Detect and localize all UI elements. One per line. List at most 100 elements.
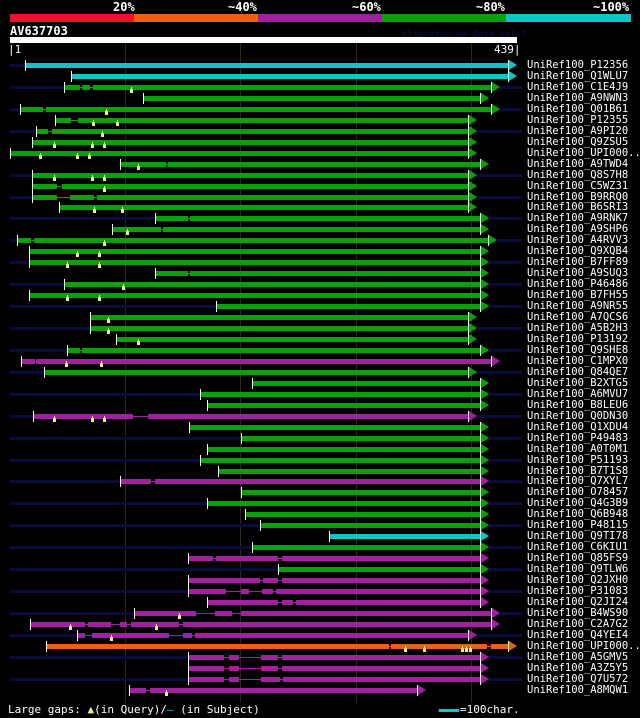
hit-row[interactable]: UniRef100_Q9XQB4 xyxy=(0,245,640,258)
hit-row[interactable]: UniRef100_B6SRI3 xyxy=(0,201,640,214)
hit-row[interactable]: UniRef100_A9TWD4 xyxy=(0,157,640,170)
hit-row[interactable]: UniRef100_Q0DN30 xyxy=(0,409,640,422)
hit-row[interactable]: UniRef100_P49483 xyxy=(0,431,640,444)
hit-label[interactable]: UniRef100_A8MQW1 xyxy=(527,683,629,696)
hit-label[interactable]: UniRef100_UPI000.. xyxy=(527,146,640,159)
hit-label[interactable]: UniRef100_A4RVV3 xyxy=(527,234,629,247)
hit-label[interactable]: UniRef100_P48115 xyxy=(527,519,629,532)
hit-row[interactable]: UniRef100_B7FH55 xyxy=(0,289,640,302)
hit-row[interactable]: UniRef100_Q7U572 xyxy=(0,672,640,685)
hit-row[interactable]: UniRef100_A9NR55 xyxy=(0,300,640,313)
hit-label[interactable]: UniRef100_Q9TI78 xyxy=(527,530,629,543)
hit-label[interactable]: UniRef100_O78457 xyxy=(527,486,629,499)
hit-row[interactable]: UniRef100_B7FF89 xyxy=(0,256,640,269)
hit-label[interactable]: UniRef100_C1E4J9 xyxy=(527,80,629,93)
hit-label[interactable]: UniRef100_Q85FS9 xyxy=(527,552,629,565)
hit-label[interactable]: UniRef100_C6KIU1 xyxy=(527,541,629,554)
hit-row[interactable]: UniRef100_Q9ZSU5 xyxy=(0,136,640,148)
hit-label[interactable]: UniRef100_A7QCS6 xyxy=(527,311,629,324)
hit-row[interactable]: UniRef100_A9NWN3 xyxy=(0,92,640,104)
hit-label[interactable]: UniRef100_Q0DN30 xyxy=(527,409,629,422)
hit-row[interactable]: UniRef100_O78457 xyxy=(0,486,640,499)
hit-label[interactable]: UniRef100_B6SRI3 xyxy=(527,201,629,214)
hit-row[interactable]: UniRef100_Q4YEI4 xyxy=(0,629,640,641)
hit-label[interactable]: UniRef100_Q9SHE8 xyxy=(527,343,629,356)
hit-row[interactable]: UniRef100_UPI000.. xyxy=(0,639,640,652)
hit-row[interactable]: UniRef100_Q1XDU4 xyxy=(0,420,640,433)
hit-label[interactable]: UniRef100_P46486 xyxy=(527,278,629,291)
hit-label[interactable]: UniRef100_P31083 xyxy=(527,585,629,598)
hit-row[interactable]: UniRef100_P12355 xyxy=(0,113,640,126)
hit-label[interactable]: UniRef100_A9TWD4 xyxy=(527,157,629,170)
hit-row[interactable]: UniRef100_A5B2H3 xyxy=(0,322,640,335)
hit-row[interactable]: UniRef100_Q1WLU7 xyxy=(0,70,640,82)
hit-label[interactable]: UniRef100_A0T0M1 xyxy=(527,442,629,455)
hit-label[interactable]: UniRef100_B2XTG5 xyxy=(527,376,629,389)
hit-label[interactable]: UniRef100_B8LEU6 xyxy=(527,398,629,411)
hit-label[interactable]: UniRef100_P13192 xyxy=(527,333,629,345)
hit-label[interactable]: UniRef100_B7T1S8 xyxy=(527,464,629,477)
hit-row[interactable]: UniRef100_Q8S7H8 xyxy=(0,168,640,181)
hit-label[interactable]: UniRef100_A5GMV5 xyxy=(527,650,629,663)
hit-label[interactable]: UniRef100_Q2JXH0 xyxy=(527,574,629,587)
hit-label[interactable]: UniRef100_P49483 xyxy=(527,431,629,444)
hit-row[interactable]: UniRef100_P51193 xyxy=(0,453,640,466)
hit-label[interactable]: UniRef100_Q1XDU4 xyxy=(527,420,629,433)
hit-label[interactable]: UniRef100_A9NR55 xyxy=(527,300,629,313)
hit-label[interactable]: UniRef100_P12355 xyxy=(527,113,629,126)
hit-row[interactable]: UniRef100_Q9SHE8 xyxy=(0,343,640,356)
hit-row[interactable]: UniRef100_C2A7G2 xyxy=(0,617,640,630)
hit-label[interactable]: UniRef100_A6MVU7 xyxy=(527,387,629,400)
hit-row[interactable]: UniRef100_P46486 xyxy=(0,278,640,291)
hit-row[interactable]: UniRef100_P13192 xyxy=(0,333,640,345)
hit-row[interactable]: UniRef100_B2XTG5 xyxy=(0,376,640,389)
hit-label[interactable]: UniRef100_B4WS90 xyxy=(527,607,629,619)
hit-label[interactable]: UniRef100_A9PI20 xyxy=(527,124,629,137)
hit-row[interactable]: UniRef100_C1E4J9 xyxy=(0,80,640,93)
hit-row[interactable]: UniRef100_A9SHP6 xyxy=(0,223,640,236)
hit-label[interactable]: UniRef100_P51193 xyxy=(527,453,629,466)
hit-row[interactable]: UniRef100_Q85FS9 xyxy=(0,552,640,565)
hit-label[interactable]: UniRef100_Q6B948 xyxy=(527,508,629,521)
hit-label[interactable]: UniRef100_B7FF89 xyxy=(527,256,629,269)
hit-row[interactable]: UniRef100_B8LEU6 xyxy=(0,398,640,411)
hit-label[interactable]: UniRef100_Q2JI24 xyxy=(527,596,629,609)
hit-row[interactable]: UniRef100_Q7XYL7 xyxy=(0,475,640,488)
hit-row[interactable]: UniRef100_B4WS90 xyxy=(0,607,640,619)
hit-row[interactable]: UniRef100_P48115 xyxy=(0,519,640,532)
hit-row[interactable]: UniRef100_A9SUQ3 xyxy=(0,267,640,280)
hit-label[interactable]: UniRef100_A9SHP6 xyxy=(527,223,629,236)
hit-label[interactable]: UniRef100_P12356 xyxy=(527,59,629,71)
hit-row[interactable]: UniRef100_Q84QE7 xyxy=(0,365,640,378)
hit-label[interactable]: UniRef100_B9RRQ0 xyxy=(527,190,629,203)
hit-row[interactable]: UniRef100_P31083 xyxy=(0,585,640,598)
hit-label[interactable]: UniRef100_A5B2H3 xyxy=(527,322,629,335)
hit-row[interactable]: UniRef100_C5WZ31 xyxy=(0,179,640,192)
hit-row[interactable]: UniRef100_Q01B61 xyxy=(0,102,640,115)
hit-label[interactable]: UniRef100_Q01B61 xyxy=(527,102,629,115)
hit-label[interactable]: UniRef100_C2A7G2 xyxy=(527,617,629,630)
hit-row[interactable]: UniRef100_C6KIU1 xyxy=(0,541,640,554)
hit-label[interactable]: UniRef100_Q9XQB4 xyxy=(527,245,629,258)
hit-row[interactable]: UniRef100_A7QCS6 xyxy=(0,311,640,324)
hit-row[interactable]: UniRef100_Q9TI78 xyxy=(0,530,640,543)
hit-row[interactable]: UniRef100_A9PI20 xyxy=(0,124,640,137)
hit-label[interactable]: UniRef100_A9SUQ3 xyxy=(527,267,629,280)
hit-label[interactable]: UniRef100_Q8S7H8 xyxy=(527,168,629,181)
hit-row[interactable]: UniRef100_Q2JI24 xyxy=(0,596,640,609)
hit-row[interactable]: UniRef100_A4RVV3 xyxy=(0,234,640,247)
hit-label[interactable]: UniRef100_Q9TLW6 xyxy=(527,563,629,576)
hit-row[interactable]: UniRef100_A3Z5Y5 xyxy=(0,662,640,674)
hit-row[interactable]: UniRef100_Q2JXH0 xyxy=(0,574,640,587)
hit-label[interactable]: UniRef100_Q84QE7 xyxy=(527,365,629,378)
hit-row[interactable]: UniRef100_A6MVU7 xyxy=(0,387,640,400)
hit-row[interactable]: UniRef100_Q6B948 xyxy=(0,508,640,521)
hit-label[interactable]: UniRef100_UPI000.. xyxy=(527,639,640,652)
hit-row[interactable]: UniRef100_B9RRQ0 xyxy=(0,190,640,203)
hit-label[interactable]: UniRef100_Q7U572 xyxy=(527,672,629,685)
hit-label[interactable]: UniRef100_C5WZ31 xyxy=(527,179,629,192)
hit-row[interactable]: UniRef100_Q9TLW6 xyxy=(0,563,640,576)
hit-row[interactable]: UniRef100_C1MPX0 xyxy=(0,355,640,367)
hit-label[interactable]: UniRef100_B7FH55 xyxy=(527,289,629,302)
hit-label[interactable]: UniRef100_A9RNK7 xyxy=(527,212,629,225)
